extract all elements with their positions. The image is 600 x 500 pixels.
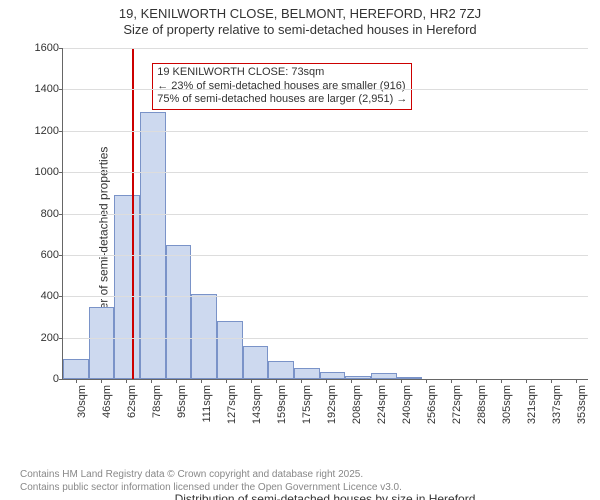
xtick-mark (501, 379, 502, 383)
footer-line2: Contains public sector information licen… (20, 482, 590, 495)
xtick-label: 305sqm (501, 385, 513, 424)
bar (191, 294, 217, 379)
ytick-mark (59, 48, 63, 49)
xtick-mark (301, 379, 302, 383)
xtick-mark (401, 379, 402, 383)
ytick-mark (59, 172, 63, 173)
ytick-label: 800 (41, 208, 59, 220)
xtick-mark (376, 379, 377, 383)
gridline (63, 89, 588, 90)
ytick-mark (59, 214, 63, 215)
ytick-label: 1400 (35, 83, 59, 95)
xtick-mark (551, 379, 552, 383)
ytick-label: 1000 (35, 166, 59, 178)
ytick-label: 1600 (35, 42, 59, 54)
xtick-label: 30sqm (76, 385, 88, 418)
xtick-mark (326, 379, 327, 383)
ytick-label: 0 (53, 373, 59, 385)
annotation-line3: 75% of semi-detached houses are larger (… (157, 93, 407, 107)
xtick-mark (76, 379, 77, 383)
bar (243, 346, 269, 379)
xtick-label: 256sqm (426, 385, 438, 424)
xtick-mark (151, 379, 152, 383)
annotation-line2: ← 23% of semi-detached houses are smalle… (157, 80, 407, 94)
annotation-box: 19 KENILWORTH CLOSE: 73sqm ← 23% of semi… (152, 63, 412, 110)
xtick-label: 337sqm (551, 385, 563, 424)
xtick-mark (351, 379, 352, 383)
xtick-label: 78sqm (151, 385, 163, 418)
xtick-mark (101, 379, 102, 383)
chart-titles: 19, KENILWORTH CLOSE, BELMONT, HEREFORD,… (0, 0, 600, 39)
xtick-label: 321sqm (526, 385, 538, 424)
gridline (63, 255, 588, 256)
xtick-label: 353sqm (576, 385, 588, 424)
xtick-label: 272sqm (451, 385, 463, 424)
bar (63, 359, 89, 379)
chart-title-line1: 19, KENILWORTH CLOSE, BELMONT, HEREFORD,… (0, 6, 600, 22)
xtick-label: 288sqm (476, 385, 488, 424)
xtick-label: 46sqm (101, 385, 113, 418)
xtick-mark (526, 379, 527, 383)
xtick-label: 111sqm (201, 385, 213, 423)
ytick-label: 1200 (35, 125, 59, 137)
xtick-label: 159sqm (276, 385, 288, 424)
bar (268, 361, 294, 379)
xtick-label: 62sqm (126, 385, 138, 418)
ytick-label: 200 (41, 332, 59, 344)
xtick-mark (201, 379, 202, 383)
xtick-mark (426, 379, 427, 383)
xtick-label: 175sqm (301, 385, 313, 424)
bar (320, 372, 346, 379)
xtick-mark (251, 379, 252, 383)
ytick-label: 400 (41, 290, 59, 302)
ytick-label: 600 (41, 249, 59, 261)
xtick-label: 95sqm (176, 385, 188, 418)
xtick-mark (576, 379, 577, 383)
xtick-label: 143sqm (251, 385, 263, 424)
xtick-mark (226, 379, 227, 383)
xtick-label: 240sqm (401, 385, 413, 424)
gridline (63, 172, 588, 173)
xtick-label: 208sqm (351, 385, 363, 424)
chart-area: Number of semi-detached properties 19 KE… (0, 44, 600, 444)
gridline (63, 214, 588, 215)
ytick-mark (59, 379, 63, 380)
gridline (63, 48, 588, 49)
bar (217, 321, 243, 379)
footer-attribution: Contains HM Land Registry data © Crown c… (20, 469, 590, 494)
bar (294, 368, 320, 379)
footer-line1: Contains HM Land Registry data © Crown c… (20, 469, 590, 482)
xtick-label: 127sqm (226, 385, 238, 424)
ytick-mark (59, 89, 63, 90)
chart-title-line2: Size of property relative to semi-detach… (0, 22, 600, 38)
ytick-mark (59, 338, 63, 339)
annotation-line1: 19 KENILWORTH CLOSE: 73sqm (157, 66, 407, 80)
plot-area: 19 KENILWORTH CLOSE: 73sqm ← 23% of semi… (62, 48, 588, 380)
bar (140, 112, 166, 379)
xtick-label: 192sqm (326, 385, 338, 424)
bar (166, 245, 192, 379)
gridline (63, 296, 588, 297)
ytick-mark (59, 131, 63, 132)
ytick-mark (59, 255, 63, 256)
xtick-mark (176, 379, 177, 383)
xtick-mark (476, 379, 477, 383)
bar (114, 195, 140, 379)
bar (89, 307, 115, 379)
xtick-mark (126, 379, 127, 383)
ytick-mark (59, 296, 63, 297)
bar (345, 376, 371, 379)
xtick-label: 224sqm (376, 385, 388, 424)
gridline (63, 338, 588, 339)
gridline (63, 131, 588, 132)
xtick-mark (276, 379, 277, 383)
xtick-mark (451, 379, 452, 383)
